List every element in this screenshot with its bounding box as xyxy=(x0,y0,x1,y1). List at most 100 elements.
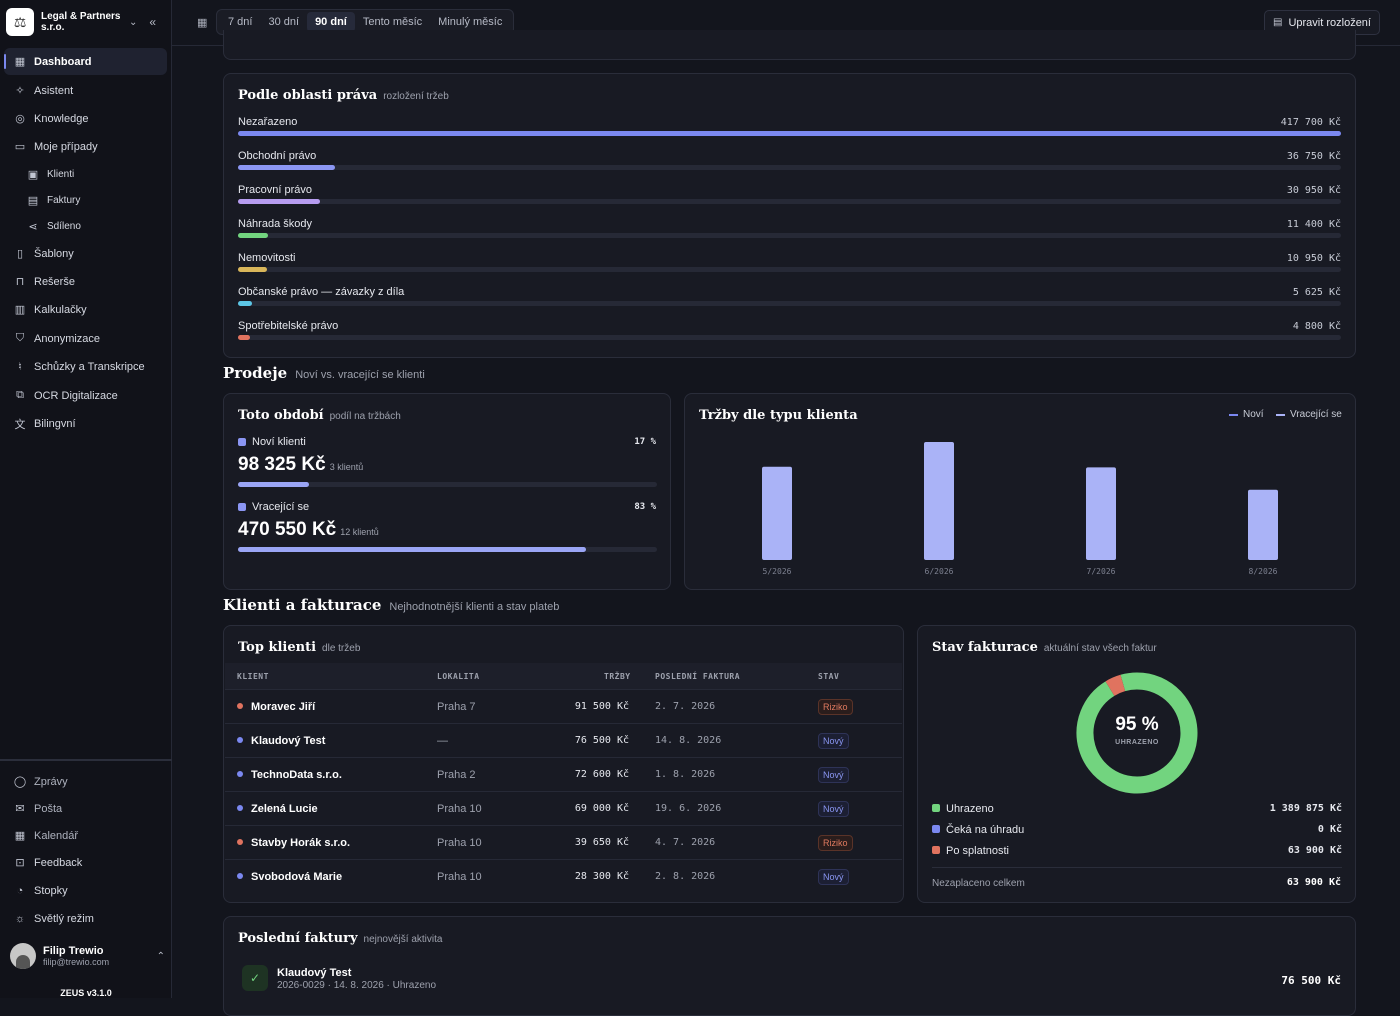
brand-switcher[interactable]: ⚖ Legal & Partners s.r.o. ⌄ « xyxy=(6,6,166,38)
area-bar-fill xyxy=(238,199,320,204)
sidebar-item-label: Stopky xyxy=(34,884,68,897)
wallet-icon: ▣ xyxy=(27,169,39,181)
status-badge: Riziko xyxy=(818,699,853,715)
sidebar-item-messages[interactable]: ◯ Zprávy xyxy=(4,768,167,795)
x-tick-label: 5/2026 xyxy=(763,567,792,576)
sidebar-item-feedback[interactable]: ⊡ Feedback xyxy=(4,849,167,876)
client-last-invoice: 2. 8. 2026 xyxy=(655,871,716,882)
sidebar-item-ocr[interactable]: ⧉ OCR Digitalizace xyxy=(4,382,167,409)
area-row: Pracovní právo 30 950 Kč xyxy=(238,184,1341,214)
column-header-revenue[interactable]: TRŽBY xyxy=(604,672,631,681)
table-row[interactable]: TechnoData s.r.o. Praha 2 72 600 Kč 1. 8. 2… xyxy=(225,757,902,791)
invoicing-subtitle: aktuální stav všech faktur xyxy=(1043,643,1157,654)
returning-clients-count: 12 klientů xyxy=(340,527,379,537)
x-tick-label: 7/2026 xyxy=(1087,567,1116,576)
client-revenue: 76 500 Kč xyxy=(574,735,629,746)
translate-icon: 文 xyxy=(14,418,26,431)
area-bar xyxy=(238,199,1341,204)
client-name: Moravec Jiří xyxy=(237,701,315,713)
sidebar-item-stopwatch[interactable]: ◔ Stopky xyxy=(4,877,167,904)
invoicing-donut xyxy=(1076,672,1198,794)
status-dot xyxy=(237,805,243,811)
sidebar-item-calendar[interactable]: ▦ Kalendář xyxy=(4,822,167,849)
invoicing-legend-item: Po splatnosti 63 900 Kč xyxy=(932,845,1342,863)
table-row[interactable]: Zelená Lucie Praha 10 69 000 Kč 19. 6. 2026… xyxy=(225,791,902,825)
chat-icon: ◯ xyxy=(13,776,27,788)
sidebar-item-research[interactable]: ⊓ Rešerše xyxy=(4,268,167,295)
sidebar-item-invoices[interactable]: ▤ Faktury xyxy=(4,187,167,214)
new-clients-pct: 17 % xyxy=(634,437,656,447)
sidebar-item-bilingual[interactable]: 文 Bilingvní xyxy=(4,410,167,437)
user-menu[interactable]: Filip Trewio filip@trewio.com ⌃ xyxy=(10,940,165,972)
column-header-client[interactable]: KLIENT xyxy=(237,672,269,681)
user-name: Filip Trewio xyxy=(43,945,104,957)
recent-invoice-meta: 2026-0029 · 14. 8. 2026 · Uhrazeno xyxy=(277,980,436,991)
table-row[interactable]: Svobodová Marie Praha 10 28 300 Kč 2. 8. 20… xyxy=(225,859,902,893)
returning-clients-bar-fill xyxy=(238,547,586,552)
collapse-sidebar-icon[interactable]: « xyxy=(149,15,157,29)
feedback-icon: ⊡ xyxy=(15,857,25,869)
client-name: Zelená Lucie xyxy=(237,803,318,815)
returning-clients-amount: 470 550 Kč 12 klientů xyxy=(238,519,379,540)
sidebar-item-anonymization[interactable]: ⛉ Anonymizace xyxy=(4,325,167,352)
sidebar-item-cases[interactable]: ▭ Moje případy xyxy=(4,133,167,160)
sidebar-item-label: Bilingvní xyxy=(34,417,76,430)
sidebar-item-light-mode[interactable]: ☼ Světlý režim xyxy=(4,905,167,932)
area-row: Spotřebitelské právo 4 800 Kč xyxy=(238,320,1341,350)
chevron-up-icon[interactable]: ⌃ xyxy=(156,950,165,962)
sidebar-item-asistent[interactable]: ✧ Asistent xyxy=(4,77,167,104)
table-row[interactable]: Stavby Horák s.r.o. Praha 10 39 650 Kč 4. 7… xyxy=(225,825,902,859)
sidebar-item-clients[interactable]: ▣ Klienti xyxy=(4,161,167,188)
sidebar-item-label: Knowledge xyxy=(34,112,89,125)
sidebar-item-shared[interactable]: ⋖ Sdíleno xyxy=(4,213,167,240)
sidebar-item-label: Schůzky a Transkripce xyxy=(34,360,145,373)
range-tab-30-days[interactable]: 30 dní xyxy=(268,16,300,28)
bar-7-2026[interactable] xyxy=(1086,467,1116,560)
area-label: Náhrada škody xyxy=(238,218,312,230)
returning-clients-swatch xyxy=(238,503,246,511)
range-tab-this-month[interactable]: Tento měsíc xyxy=(362,16,423,28)
sidebar-item-meetings[interactable]: ♮ Schůzky a Transkripce xyxy=(4,353,167,380)
calendar-icon: ▦ xyxy=(14,830,26,842)
recent-invoice-client[interactable]: Klaudový Test xyxy=(277,967,352,979)
period-card: Toto období podíl na tržbách Noví klienti… xyxy=(223,393,671,590)
table-row[interactable]: Klaudový Test — 76 500 Kč 14. 8. 2026 Nový xyxy=(225,723,902,757)
top-clients-subtitle: dle tržeb xyxy=(322,643,361,654)
sidebar-item-calculators[interactable]: ▥ Kalkulačky xyxy=(4,296,167,323)
client-location: — xyxy=(437,735,448,747)
range-tab-7-days[interactable]: 7 dní xyxy=(228,16,253,28)
client-last-invoice: 1. 8. 2026 xyxy=(655,769,716,780)
clients-section-title: Klienti a fakturace Nejhodnotnější klient… xyxy=(223,596,560,614)
client-name: Stavby Horák s.r.o. xyxy=(237,837,350,849)
bar-8-2026[interactable] xyxy=(1248,489,1278,560)
layout-icon: ▤ xyxy=(1273,17,1283,28)
donut-paid-segment xyxy=(1076,672,1198,794)
area-bar-fill xyxy=(238,267,267,272)
unpaid-total-value: 63 900 Kč xyxy=(1286,877,1341,888)
sidebar-item-templates[interactable]: ▯ Šablony xyxy=(4,240,167,267)
client-name: TechnoData s.r.o. xyxy=(237,769,342,781)
sidebar-item-knowledge[interactable]: ◎ Knowledge xyxy=(4,105,167,132)
range-tab-last-month[interactable]: Minulý měsíc xyxy=(438,16,503,28)
bar-5-2026[interactable] xyxy=(762,466,792,560)
x-tick-label: 8/2026 xyxy=(1249,567,1278,576)
legend-new-swatch xyxy=(1229,413,1238,416)
chevron-down-icon[interactable]: ⌄ xyxy=(129,16,138,28)
stopwatch-icon: ◔ xyxy=(16,884,24,897)
client-last-invoice: 14. 8. 2026 xyxy=(655,735,722,746)
range-tab-90-days[interactable]: 90 dní xyxy=(307,12,355,32)
area-value: 10 950 Kč xyxy=(1286,253,1341,264)
sidebar-item-mail[interactable]: ✉ Pošta xyxy=(4,795,167,822)
column-header-location[interactable]: LOKALITA xyxy=(437,672,480,681)
client-location: Praha 10 xyxy=(437,837,482,849)
column-header-last-invoice[interactable]: POSLEDNÍ FAKTURA xyxy=(655,672,741,681)
sidebar-item-dashboard[interactable]: ▦ Dashboard xyxy=(4,48,167,75)
area-row: Náhrada škody 11 400 Kč xyxy=(238,218,1341,248)
column-header-status[interactable]: STAV xyxy=(818,672,840,681)
area-bar-fill xyxy=(238,131,1341,136)
area-bar xyxy=(238,301,1341,306)
status-dot xyxy=(237,703,243,709)
table-row[interactable]: Moravec Jiří Praha 7 91 500 Kč 2. 7. 2026 Ri… xyxy=(225,689,902,723)
client-location: Praha 10 xyxy=(437,803,482,815)
bar-6-2026[interactable] xyxy=(924,442,954,560)
